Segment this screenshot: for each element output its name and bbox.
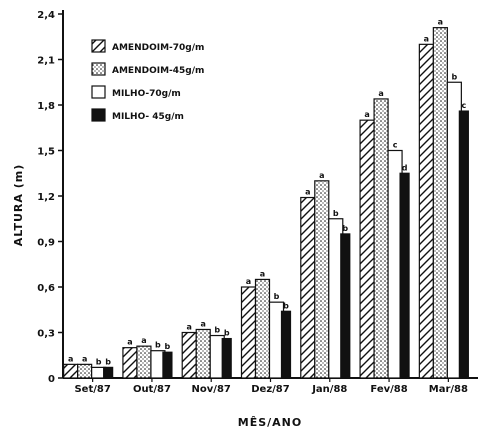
y-tick-label: 0 — [48, 374, 55, 385]
bar-Mar-88-s1 — [418, 43, 434, 379]
x-axis-ticks: Set/87 Out/87 Nov/87 Dez/87 Jan/88 Fev/88 Mar/… — [74, 378, 468, 395]
significance-letter: a — [246, 277, 251, 286]
bar-Jan-88-s2 — [314, 180, 330, 379]
legend-label: AMENDOIM-45g/m — [112, 66, 204, 76]
significance-letter: b — [451, 72, 457, 81]
bar-Set-87-s4 — [103, 366, 114, 379]
bar-Out-87-s4 — [162, 351, 173, 379]
significance-letter: b — [96, 357, 102, 366]
y-tick-label: 0,9 — [37, 238, 55, 249]
bars — [63, 27, 469, 379]
x-axis-title: MÊS/ANO — [238, 416, 302, 429]
bar-Set-87-s2 — [77, 363, 93, 379]
bar-Dez-87-s4 — [280, 310, 292, 379]
significance-letter: b — [105, 357, 111, 366]
bar-Nov-87-s4 — [221, 337, 232, 379]
bar-Dez-87-s1 — [240, 286, 257, 379]
legend-swatch — [91, 62, 106, 76]
x-tick-label: Nov/87 — [192, 384, 231, 395]
legend-swatch — [91, 39, 106, 53]
x-tick-label: Dez/87 — [251, 384, 290, 395]
significance-letter: a — [424, 34, 429, 43]
significance-letter: a — [260, 269, 265, 278]
bar-Fev-88-s1 — [359, 119, 375, 379]
legend-swatch — [91, 108, 106, 122]
significance-letter: b — [274, 292, 280, 301]
significance-letter: a — [68, 354, 73, 363]
bar-Fev-88-s4 — [399, 172, 410, 379]
x-tick-label: Out/87 — [133, 384, 171, 395]
legend-label: MILHO-70g/m — [112, 89, 181, 99]
significance-letter: a — [127, 338, 132, 347]
significance-letter: a — [141, 336, 146, 345]
significance-letter: a — [438, 18, 443, 27]
x-tick-label: Jan/88 — [311, 384, 347, 395]
significance-letter: b — [214, 326, 220, 335]
significance-letter: b — [224, 329, 230, 338]
significance-letter: d — [402, 163, 408, 172]
significance-letter: c — [393, 141, 398, 150]
bar-Jan-88-s4 — [340, 233, 351, 379]
x-tick-label: Fev/88 — [370, 384, 407, 395]
bar-Nov-87-s1 — [181, 331, 197, 379]
significance-letter: a — [187, 323, 192, 332]
significance-letter: a — [319, 171, 324, 180]
bar-Out-87-s1 — [122, 347, 138, 379]
significance-letter: a — [364, 110, 369, 119]
bar-Nov-87-s2 — [195, 328, 211, 379]
significance-letter: a — [82, 354, 87, 363]
y-tick-label: 2,4 — [37, 10, 55, 21]
significance-letter: c — [461, 101, 466, 110]
bar-Out-87-s2 — [136, 345, 152, 379]
significance-letter: b — [342, 224, 348, 233]
legend-swatch — [91, 85, 106, 99]
bar-Dez-87-s2 — [254, 278, 271, 379]
bar-Mar-88-s2 — [432, 27, 448, 379]
y-tick-label: 1,2 — [37, 192, 55, 203]
significance-letter: b — [155, 341, 161, 350]
significance-letter: a — [378, 89, 383, 98]
y-tick-label: 1,8 — [37, 101, 55, 112]
bar-Set-87-s1 — [63, 363, 79, 379]
legend-label: MILHO- 45g/m — [112, 112, 184, 122]
y-tick-label: 0,6 — [37, 283, 55, 294]
y-tick-label: 2,1 — [37, 56, 55, 67]
y-axis-ticks: 0 0,3 0,6 0,9 1,2 1,5 1,8 2,1 2,4 — [37, 10, 63, 385]
significance-letter: a — [201, 319, 206, 328]
y-tick-label: 1,5 — [37, 147, 55, 158]
y-tick-label: 0,3 — [37, 329, 55, 340]
y-axis-title: ALTURA (m) — [12, 164, 25, 246]
significance-letter: a — [305, 188, 310, 197]
significance-letter: b — [283, 301, 289, 310]
x-tick-label: Set/87 — [74, 384, 110, 395]
legend: AMENDOIM-70g/m AMENDOIM-45g/m MILHO-70g/m M… — [91, 39, 204, 122]
bar-Jan-88-s1 — [300, 196, 316, 379]
bar-Fev-88-s2 — [373, 98, 389, 379]
x-tick-label: Mar/88 — [429, 384, 468, 395]
significance-letter: b — [333, 209, 339, 218]
legend-label: AMENDOIM-70g/m — [112, 43, 204, 53]
bar-Mar-88-s4 — [458, 110, 469, 379]
significance-letter: b — [165, 342, 171, 351]
